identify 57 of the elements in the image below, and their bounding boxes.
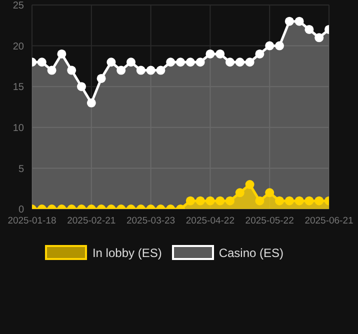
point — [314, 33, 324, 42]
point — [186, 196, 195, 206]
point — [47, 66, 56, 75]
point — [106, 58, 116, 67]
y-tick-label: 5 — [18, 164, 24, 175]
x-tick-label: 2025-06-21 — [304, 216, 354, 227]
point — [116, 66, 126, 75]
point — [67, 66, 76, 75]
point — [176, 58, 185, 67]
point — [37, 58, 46, 67]
point — [255, 196, 264, 206]
point — [284, 196, 294, 206]
point — [235, 58, 244, 67]
y-tick-label: 10 — [12, 122, 24, 134]
point — [206, 49, 215, 58]
point — [126, 58, 136, 67]
x-tick-label: 2025-01-18 — [8, 216, 56, 227]
point — [245, 180, 254, 190]
point — [294, 196, 304, 206]
point — [216, 49, 225, 58]
point — [226, 196, 234, 206]
y-tick-label: 15 — [12, 82, 24, 94]
point — [77, 82, 86, 92]
y-tick-label: 20 — [12, 41, 24, 52]
point — [304, 24, 314, 34]
point — [146, 66, 156, 75]
x-tick-label: 2025-03-23 — [126, 216, 176, 227]
point — [86, 98, 96, 108]
point — [136, 66, 146, 75]
x-tick-label: 2025-02-21 — [67, 216, 116, 227]
point — [275, 41, 284, 50]
point — [196, 58, 205, 67]
point — [314, 196, 324, 206]
legend-label: In lobby (ES) — [92, 246, 162, 260]
y-tick-label: 0 — [18, 204, 24, 216]
point — [226, 58, 234, 67]
legend-label: Casino (ES) — [218, 246, 284, 260]
point — [294, 16, 304, 26]
point — [156, 66, 166, 75]
x-tick-label: 2025-05-22 — [245, 216, 294, 227]
point — [57, 49, 66, 58]
point — [265, 41, 274, 50]
point — [255, 49, 264, 58]
point — [304, 196, 314, 206]
point — [166, 58, 176, 67]
point — [284, 16, 294, 26]
x-tick-label: 2025-04-22 — [186, 216, 235, 227]
point — [245, 58, 254, 67]
y-tick-label: 25 — [12, 0, 24, 12]
point — [196, 196, 205, 206]
point — [216, 196, 225, 206]
point — [265, 188, 274, 198]
point — [96, 74, 106, 83]
point — [206, 196, 215, 206]
point — [235, 188, 244, 198]
point — [186, 58, 195, 67]
point — [275, 196, 284, 206]
